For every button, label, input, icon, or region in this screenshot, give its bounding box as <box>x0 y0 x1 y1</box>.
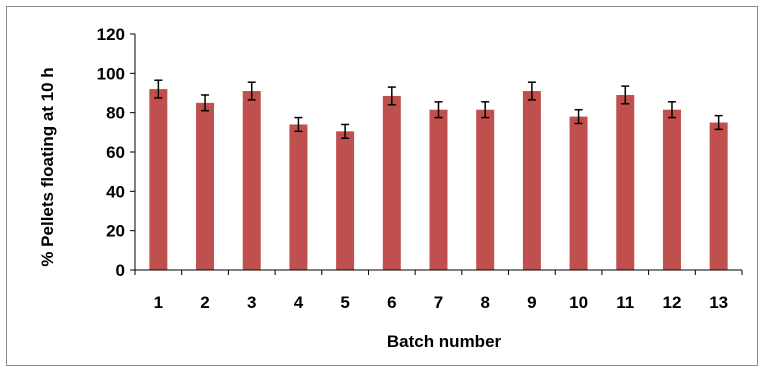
x-tick-label: 12 <box>663 293 682 312</box>
x-tick-label: 7 <box>434 293 443 312</box>
bar <box>336 131 355 270</box>
y-tick-label: 120 <box>97 25 125 44</box>
x-tick-label: 1 <box>154 293 163 312</box>
x-tick-label: 8 <box>480 293 489 312</box>
bar <box>149 89 168 270</box>
x-tick-label: 10 <box>569 293 588 312</box>
x-tick-label: 9 <box>527 293 536 312</box>
error-bars-group <box>154 79 723 139</box>
y-tick-label: 100 <box>97 64 125 83</box>
bar <box>289 124 308 270</box>
bar <box>662 109 681 270</box>
x-tick-label: 5 <box>340 293 349 312</box>
y-tick-label: 20 <box>106 222 125 241</box>
bar <box>616 94 635 270</box>
bar <box>709 122 728 270</box>
x-axis-title: Batch number <box>387 332 502 351</box>
x-tick-label: 3 <box>247 293 256 312</box>
x-axis-ticks: 1 2 3 4 5 6 7 8 9 10 11 12 13 <box>134 270 743 312</box>
y-tick-label: 0 <box>116 261 125 280</box>
x-tick-label: 4 <box>294 293 304 312</box>
x-tick-label: 13 <box>709 293 728 312</box>
x-tick-label: 2 <box>200 293 209 312</box>
y-tick-label: 40 <box>106 182 125 201</box>
bar <box>522 91 541 271</box>
y-tick-label: 80 <box>106 104 125 123</box>
y-axis-ticks: 0 20 40 60 80 100 120 <box>97 25 135 280</box>
x-tick-label: 11 <box>616 293 634 312</box>
y-axis-title: % Pellets floating at 10 h <box>38 67 57 266</box>
x-tick-label: 6 <box>387 293 396 312</box>
bars-group <box>149 89 728 271</box>
bar <box>476 109 495 270</box>
bar <box>569 116 588 270</box>
bar <box>382 95 401 270</box>
bar <box>429 109 448 270</box>
y-tick-label: 60 <box>106 143 125 162</box>
bar <box>196 102 215 270</box>
bar <box>242 91 261 271</box>
